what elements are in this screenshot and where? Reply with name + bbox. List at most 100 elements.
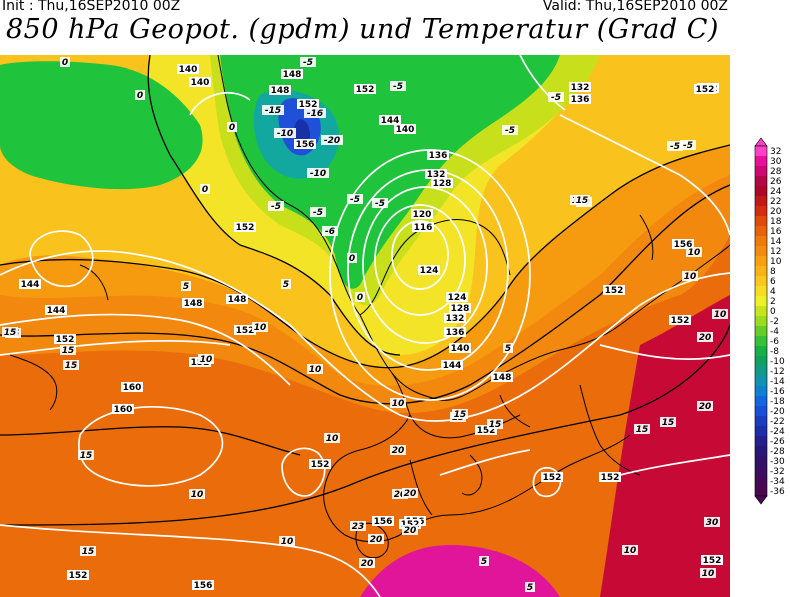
legend-label: -28 [770, 447, 785, 457]
legend-label: -6 [770, 337, 779, 347]
temperature-legend: 32302826242220181614121086420-2-4-6-8-10… [754, 137, 785, 505]
temperature-label: 15 [636, 425, 649, 435]
temperature-label: -10 [277, 129, 293, 139]
geopotential-label: 140 [179, 65, 198, 75]
legend-swatch [755, 306, 767, 317]
legend-label: -4 [770, 327, 779, 337]
legend-swatch [755, 336, 767, 347]
geopotential-label-bg [449, 303, 471, 313]
temperature-label-bg [697, 401, 713, 411]
geopotential-label-bg [444, 313, 466, 323]
temperature-label-bg [300, 57, 316, 67]
legend-swatch [755, 246, 767, 257]
temperature-label-bg [307, 168, 329, 178]
temperature-label-bg [487, 419, 503, 429]
map-canvas: 1401401321361521481481521561521441401361… [0, 55, 730, 597]
temperature-label-bg [350, 521, 366, 531]
legend-swatch [755, 256, 767, 267]
temperature-label: -5 [505, 126, 515, 136]
legend-label: 28 [770, 167, 782, 177]
geopotential-label: 152 [696, 85, 715, 95]
legend-label: 18 [770, 217, 782, 227]
temperature-label-bg [347, 253, 357, 263]
temperature-label-bg [697, 332, 713, 342]
temperature-label-bg [321, 135, 343, 145]
legend-swatch [755, 226, 767, 237]
legend-bottom-arrow [754, 495, 768, 505]
temperature-label-bg [78, 450, 94, 460]
geopotential-label: 152 [356, 85, 375, 95]
geopotential-label: 128 [451, 304, 470, 314]
temperature-label: 10 [684, 272, 697, 282]
legend-label: 14 [770, 237, 782, 247]
temperature-label-bg [634, 424, 650, 434]
geopotential-label-bg [569, 82, 591, 92]
legend-label: 8 [770, 267, 776, 277]
temperature-label-bg [452, 409, 468, 419]
geopotential-label: 116 [414, 223, 433, 233]
legend-swatch [755, 206, 767, 217]
geopotential-label-bg [182, 298, 204, 308]
legend-swatch [755, 376, 767, 387]
legend-label: -34 [770, 477, 785, 487]
geopotential-label: 140 [191, 78, 210, 88]
geopotential-label: 156 [194, 581, 213, 591]
legend-label: -18 [770, 397, 785, 407]
temperature-label: -20 [324, 136, 340, 146]
legend-label: -26 [770, 437, 785, 447]
geopotential-label-bg [444, 327, 466, 337]
geopotential-label: 136 [446, 328, 465, 338]
temperature-label: 10 [702, 569, 715, 579]
geopotential-label: 152 [605, 286, 624, 296]
temperature-label-bg [700, 568, 716, 578]
temperature-label-bg [660, 417, 676, 427]
geopotential-label-bg [694, 84, 716, 94]
temperature-label-bg [2, 327, 18, 337]
temperature-label-bg [274, 128, 296, 138]
legend-label: -8 [770, 347, 779, 357]
temperature-label: 15 [62, 346, 75, 356]
temperature-label: 10 [254, 323, 267, 333]
legend-label: 26 [770, 177, 782, 187]
geopotential-label-bg [399, 519, 421, 529]
geopotential-label: 152 [543, 473, 562, 483]
init-time-label: Init : Thu,16SEP2010 00Z [2, 0, 181, 14]
temperature-label: 20 [394, 490, 407, 500]
geopotential-label-bg [669, 315, 691, 325]
temperature-label: 10 [624, 546, 637, 556]
temperature-label: 0 [229, 123, 235, 133]
temperature-label: 10 [326, 434, 339, 444]
legend-label: 24 [770, 187, 782, 197]
geopotential-label-bg [226, 294, 248, 304]
geopotential-label: 144 [443, 361, 462, 371]
geopotential-label-bg [701, 555, 723, 565]
temperature-label: -5 [375, 199, 385, 209]
temperature-label: 15 [454, 410, 467, 420]
legend-label: -36 [770, 487, 785, 497]
legend-swatch [755, 356, 767, 367]
temperature-label-bg [322, 226, 338, 236]
geopotential-label-bg [569, 94, 591, 104]
geopotential-label-bg [372, 516, 394, 526]
legend-swatch [755, 296, 767, 307]
geopotential-label-bg [192, 580, 214, 590]
legend-swatch [755, 326, 767, 337]
temperature-label: -5 [670, 142, 680, 152]
temperature-label: 15 [576, 196, 589, 206]
legend-swatch [755, 286, 767, 297]
legend-swatch [755, 436, 767, 447]
temperature-label: 20 [404, 526, 417, 536]
geopotential-label: 160 [114, 405, 133, 415]
legend-swatch [755, 146, 767, 157]
legend-label: -16 [770, 387, 785, 397]
temperature-label: 10 [309, 365, 322, 375]
temperature-label: 20 [699, 402, 712, 412]
geopotential-label: 152 [236, 223, 255, 233]
geopotential-label-bg [354, 84, 376, 94]
temperature-label-bg [281, 279, 291, 289]
temperature-label-bg [503, 343, 513, 353]
geopotential-label: 148 [228, 295, 247, 305]
geopotential-label-bg [431, 178, 453, 188]
geopotential-label: 140 [396, 125, 415, 135]
